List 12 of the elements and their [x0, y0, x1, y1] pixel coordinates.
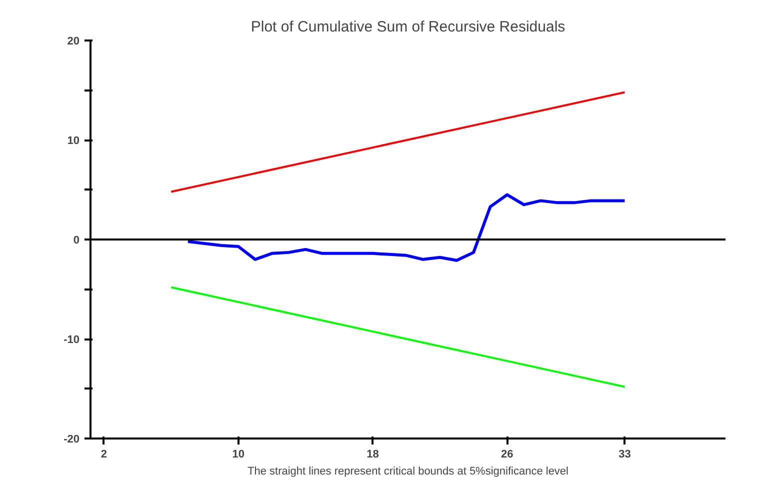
y-tick-label: 10	[67, 135, 80, 147]
y-tick-label: -20	[64, 434, 80, 446]
x-tick-label: 33	[618, 448, 631, 460]
y-tick-label: 0	[73, 234, 80, 246]
chart-title: Plot of Cumulative Sum of Recursive Residuals	[250, 18, 566, 36]
y-tick-label: 20	[67, 36, 80, 48]
x-axis-title: The straight lines represent critical bounds at 5%significance level	[248, 466, 568, 478]
x-tick-label: 10	[232, 448, 244, 460]
x-tick-label: 18	[366, 448, 379, 460]
x-tick-label: 26	[500, 448, 514, 460]
y-tick-label: -10	[64, 334, 80, 346]
x-tick-label: 2	[100, 448, 108, 460]
